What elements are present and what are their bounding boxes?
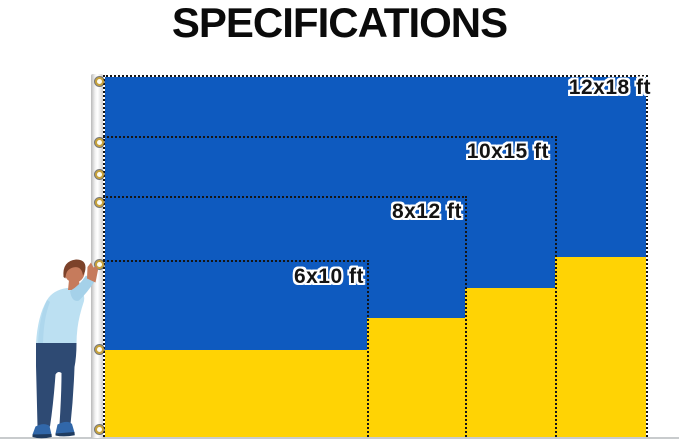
flag-yellow-stripe [105, 349, 367, 437]
grommet-icon [95, 260, 104, 269]
grommet-icon [95, 170, 104, 179]
size-label-8x12: 8x12 ft [391, 200, 462, 223]
size-label-6x10: 6x10 ft [293, 265, 364, 288]
person-hand [87, 262, 98, 283]
grommet-icon [95, 198, 104, 207]
person-shirt-shade [38, 300, 50, 344]
size-label-12x18: 12x18 ft [568, 76, 651, 99]
person-shoe-sole [32, 434, 52, 439]
person-arm [70, 275, 95, 301]
page-title: SPECIFICATIONS [171, 0, 508, 46]
grommet-icon [95, 345, 104, 354]
person-shoe-sole [55, 432, 75, 437]
grommet-icon [95, 425, 104, 434]
person-illustration [32, 259, 98, 439]
flag-6x10 [103, 260, 369, 437]
grommet-icon [95, 77, 104, 86]
person-pants [36, 343, 77, 427]
person-hair [63, 259, 86, 279]
person-shoe-front [55, 421, 75, 435]
grommet-icon [95, 138, 104, 147]
size-label-10x15: 10x15 ft [466, 140, 549, 163]
flag-blue-stripe [105, 262, 367, 350]
person-shoe-back [32, 424, 52, 436]
ground-line [0, 437, 679, 439]
